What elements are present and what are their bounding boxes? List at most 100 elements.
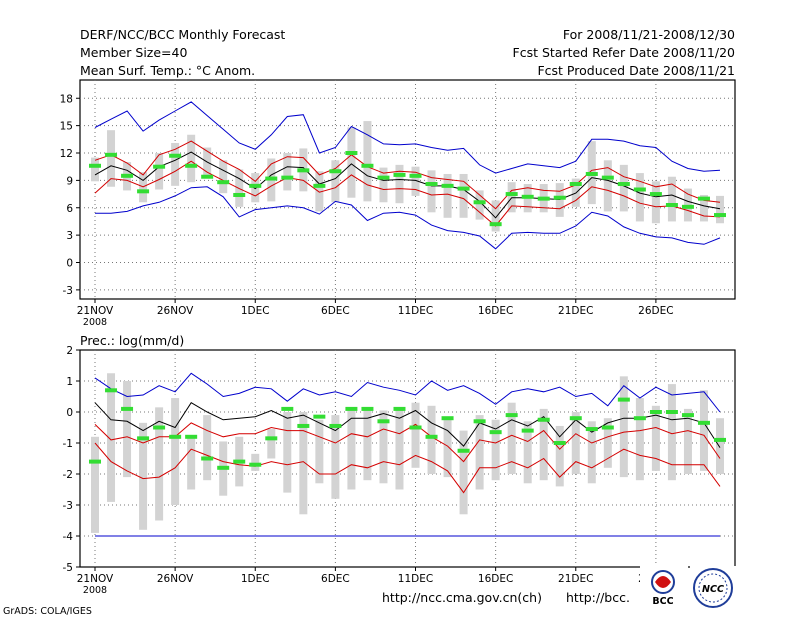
member-marker [361, 163, 374, 168]
member-marker [633, 416, 646, 421]
ensemble-mean-line [94, 402, 721, 448]
spread-box [539, 408, 548, 481]
ensemble-mean-line [94, 151, 721, 219]
spread-box [395, 408, 404, 490]
x-tick-label: 1DEC [241, 573, 270, 585]
period-label: For 2008/11/21-2008/12/30 [563, 27, 735, 42]
spread-box [315, 171, 324, 212]
spread-box [299, 412, 308, 515]
spread-box [107, 373, 116, 502]
upper-quartile-line [94, 422, 721, 463]
member-marker [601, 175, 614, 180]
y-tick-label: -4 [63, 531, 74, 543]
member-marker [457, 448, 470, 453]
member-marker [505, 192, 518, 197]
x-tick-label: 16DEC [478, 573, 513, 585]
member-marker [329, 169, 342, 174]
member-marker [617, 397, 630, 402]
y-tick-label: 3 [66, 230, 73, 242]
member-marker [201, 174, 214, 179]
spread-box [651, 181, 660, 224]
member-marker [329, 423, 342, 428]
max-line [94, 101, 721, 174]
member-marker [169, 434, 182, 439]
member-marker [377, 419, 390, 424]
spread-box [107, 130, 116, 187]
spread-box [571, 412, 580, 474]
ncc-url-ch: http://ncc.cma.gov.cn(ch) [382, 590, 542, 605]
spread-box [379, 410, 388, 484]
spread-box [491, 200, 500, 232]
member-marker [297, 423, 310, 428]
member-marker [473, 200, 486, 205]
grads-credit: GrADS: COLA/IGES [3, 606, 92, 617]
spread-box [443, 419, 452, 478]
member-marker [153, 425, 166, 430]
spread-box [363, 121, 372, 202]
spread-box [683, 408, 692, 474]
x-year-label: 2008 [83, 317, 107, 328]
member-marker [185, 434, 198, 439]
y-tick-label: 15 [60, 121, 73, 133]
spread-box [459, 173, 468, 218]
member-marker [537, 417, 550, 422]
spread-box [475, 415, 484, 490]
member-marker [281, 406, 294, 411]
upper-quartile-line [94, 140, 721, 210]
y-tick-label: 18 [60, 93, 73, 105]
spread-box [667, 384, 676, 481]
temperature-panel: -3 0 3 6 9 12 15 18 21NOV 26NOV 1DEC 6DEC 11DEC 16DEC… [60, 79, 736, 328]
bcc-logo: BCC [640, 566, 688, 610]
x-tick-label: 16DEC [478, 305, 513, 317]
spread-box [667, 176, 676, 222]
y-tick-label: -3 [63, 285, 73, 297]
spread-box [187, 134, 196, 183]
member-marker [153, 164, 166, 169]
spread-box [91, 436, 99, 533]
member-marker [457, 186, 470, 191]
spread-box [619, 376, 628, 478]
member-marker [201, 456, 214, 461]
spread-box [91, 157, 99, 182]
member-size-label: Member Size=40 [80, 45, 187, 60]
member-marker [169, 153, 182, 158]
x-tick-label: 26DEC [638, 305, 673, 317]
member-marker [714, 437, 726, 442]
chart-title: DERF/NCC/BCC Monthly Forecast [80, 27, 285, 42]
member-marker [681, 413, 694, 418]
y-tick-label: -5 [63, 562, 73, 574]
spread-box [283, 412, 292, 493]
spread-box [347, 127, 356, 198]
spread-box [635, 398, 644, 481]
member-marker [281, 175, 294, 180]
produced-date-label: Fcst Produced Date 2008/11/21 [537, 63, 735, 78]
member-marker [649, 192, 662, 197]
spread-box [491, 419, 500, 481]
member-marker [601, 425, 614, 430]
precipitation-panel: -5 -4 -3 -2 -1 0 1 2 21NOV 26NOV 1DEC 6DEC 11DEC 16DE… [63, 345, 736, 596]
bcc-logo-text: BCC [652, 596, 673, 607]
precip-panel-title: Prec.: log(mm/d) [80, 333, 184, 348]
member-marker [105, 152, 118, 157]
spread-box [411, 402, 420, 468]
member-marker [505, 413, 518, 418]
spread-box [267, 429, 276, 459]
member-marker [137, 189, 150, 194]
spread-box [171, 142, 180, 186]
x-tick-label: 26NOV [157, 573, 194, 585]
member-marker [521, 194, 534, 199]
x-tick-label: 26NOV [157, 305, 194, 317]
spread-box [139, 422, 148, 530]
y-tick-label: 9 [66, 175, 73, 187]
x-tick-label: 21DEC [558, 573, 593, 585]
max-line [94, 372, 721, 413]
member-marker [553, 441, 566, 445]
spread-box [443, 173, 452, 218]
spread-box [603, 418, 612, 468]
ncc-logo: NCC [690, 566, 738, 610]
spread-box [427, 170, 436, 213]
member-marker [649, 410, 662, 414]
spread-box [315, 419, 324, 484]
spread-box [651, 405, 660, 471]
